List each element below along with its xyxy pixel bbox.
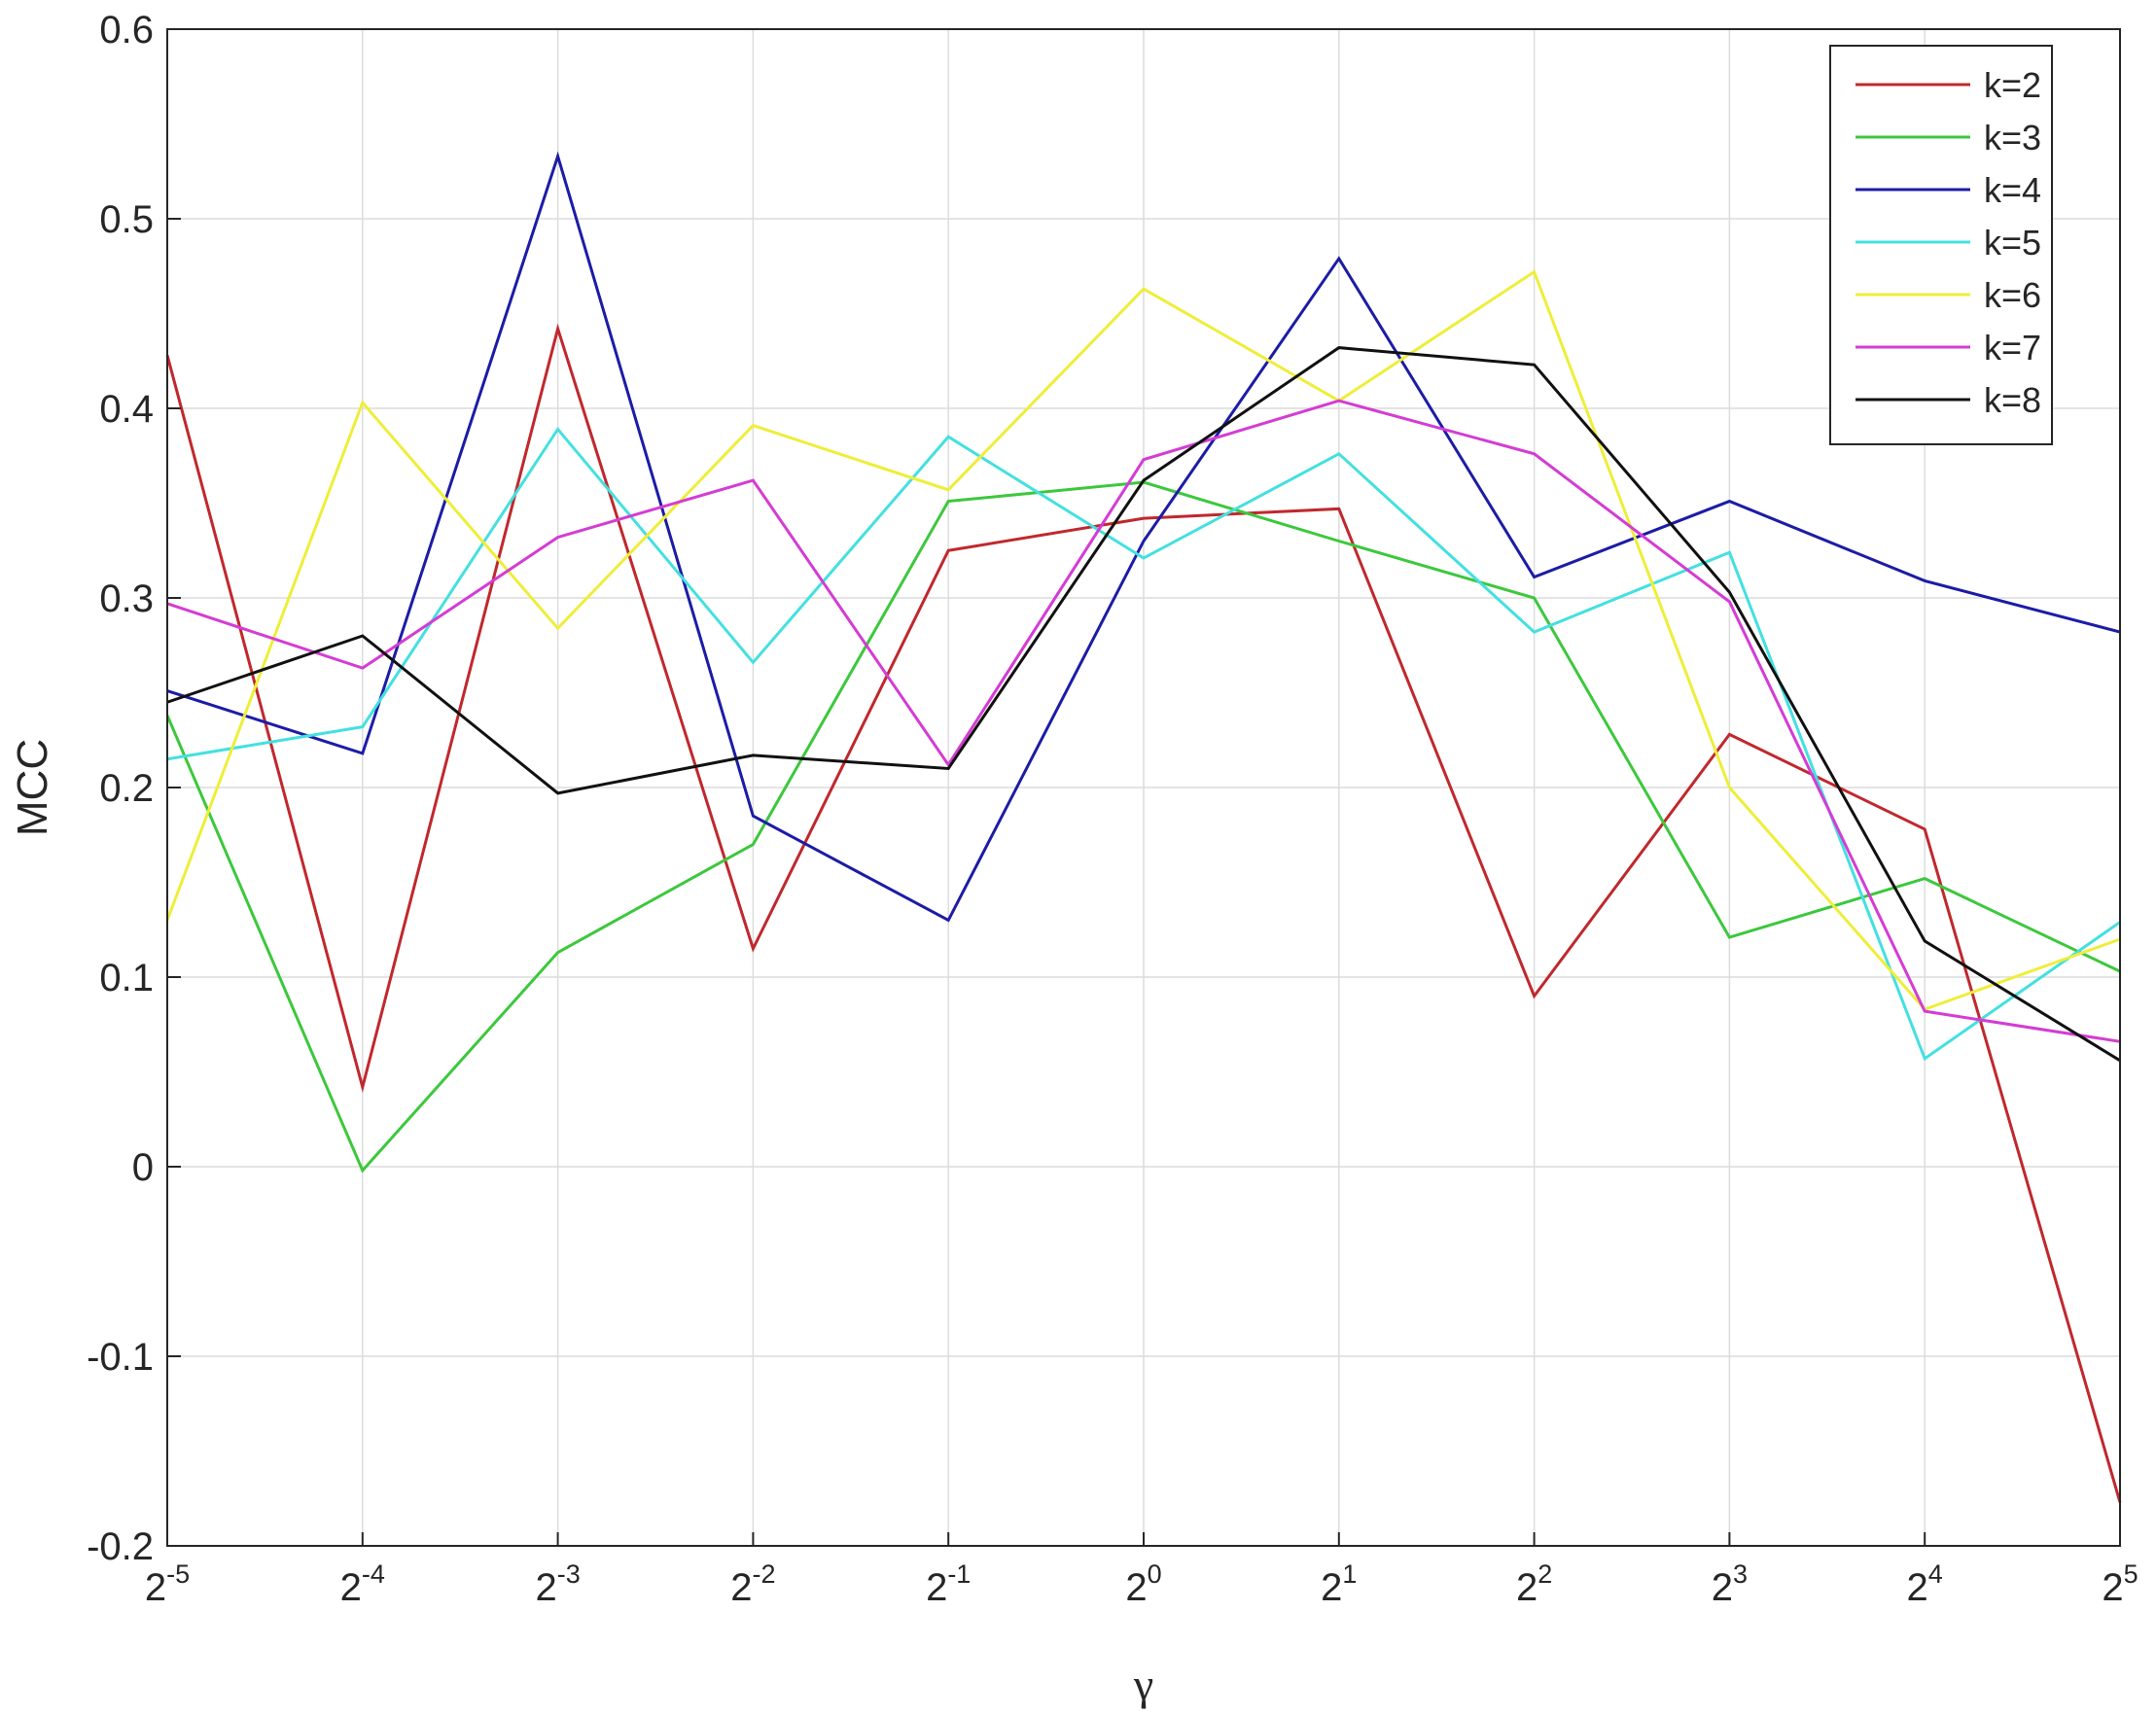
legend: k=2 k=3 k=4 k=5 k=6 k=7 k=8: [1829, 45, 2053, 445]
y-tick-label: 0.2: [99, 767, 154, 810]
x-tick-label: 2-1: [926, 1559, 971, 1609]
series-line-k=5: [166, 426, 2121, 1062]
x-tick-label: 2-3: [535, 1559, 580, 1609]
legend-label: k=8: [1984, 380, 2041, 420]
x-tick-label: 2-5: [145, 1559, 190, 1609]
x-tick-label: 22: [1516, 1559, 1552, 1609]
series-line-k=6: [165, 269, 2121, 1011]
series-line-k=7: [166, 399, 2121, 1043]
x-tick-label: 24: [1907, 1559, 1943, 1609]
axes: -0.2 -0.1 0 0.1 0.2 0.3 0.4 0.5 0.6 2-5 2-4 2-3 2-2 2…: [87, 9, 2138, 1609]
legend-label: k=6: [1984, 275, 2041, 315]
series-line-k=4: [166, 151, 2121, 923]
y-tick-label: 0.4: [99, 388, 154, 431]
legend-box: [1829, 45, 2053, 445]
x-tick-label: 2-2: [730, 1559, 775, 1609]
y-tick-label: 0.5: [99, 198, 154, 241]
x-axis-label: γ: [1133, 1660, 1153, 1709]
legend-label: k=2: [1984, 65, 2041, 105]
x-tick-label: 23: [1712, 1559, 1748, 1609]
y-tick-label: 0.3: [99, 578, 154, 620]
y-tick-label: 0.1: [99, 957, 154, 999]
series-layer: [165, 151, 2122, 1503]
x-tick-label: 2-4: [340, 1559, 385, 1609]
x-tick-label: 21: [1321, 1559, 1357, 1609]
x-tick-label: 25: [2102, 1559, 2138, 1609]
legend-label: k=3: [1984, 118, 2041, 158]
y-tick-label: 0.6: [99, 9, 154, 52]
y-tick-label: 0: [132, 1146, 154, 1189]
y-axis-label: MCC: [9, 739, 56, 836]
x-tick-label: 20: [1125, 1559, 1161, 1609]
y-tick-label: -0.2: [87, 1525, 154, 1568]
legend-label: k=5: [1984, 223, 2041, 263]
series-line-k=8: [166, 346, 2121, 1063]
y-tick-label: -0.1: [87, 1336, 154, 1379]
legend-label: k=7: [1984, 328, 2041, 368]
legend-label: k=4: [1984, 170, 2041, 210]
